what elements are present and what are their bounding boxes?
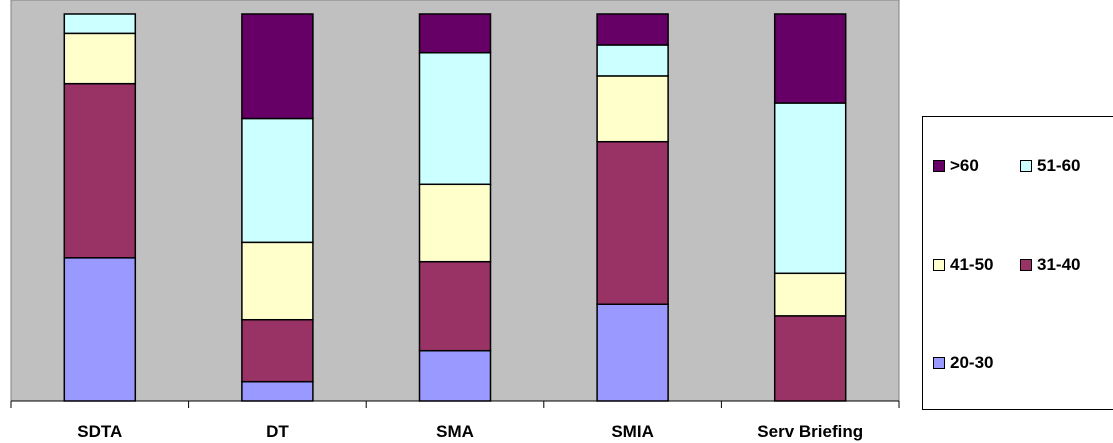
x-axis-tick-labels: SDTA DT SMA SMIA Serv Briefing	[77, 422, 863, 441]
x-axis-ticks	[10, 401, 900, 408]
legend-item-31-40: 31-40	[1020, 255, 1080, 275]
bar-segment-smia-gt60	[596, 13, 669, 46]
bar-segment-dt-gt60	[241, 13, 314, 120]
legend-label-51-60: 51-60	[1037, 156, 1081, 175]
legend-label-31-40: 31-40	[1037, 255, 1081, 274]
bar-segment-serv-briefing-31-40	[773, 315, 847, 402]
legend-label-20-30: 20-30	[950, 353, 994, 372]
bar-segment-smia-20-30	[596, 303, 669, 402]
legend-item-41-50: 41-50	[933, 255, 993, 275]
bar-segment-dt-51-60	[241, 117, 314, 244]
x-tick-label: SDTA	[77, 422, 122, 441]
legend-swatch-31-40	[1020, 259, 1032, 271]
bar-segment-serv-briefing-51-60	[773, 102, 847, 275]
bar-segment-sma-gt60	[418, 13, 492, 54]
bar-segment-dt-31-40	[241, 318, 314, 383]
legend-label-41-50: 41-50	[950, 255, 994, 274]
legend-label-gt60: >60	[950, 156, 979, 175]
legend-swatch-gt60	[933, 160, 945, 172]
legend-item-gt60: >60	[933, 156, 979, 176]
x-tick-label: SMIA	[611, 422, 654, 441]
legend-swatch-20-30	[933, 357, 945, 369]
bar-segment-sma-41-50	[418, 183, 492, 263]
legend-swatch-51-60	[1020, 160, 1032, 172]
legend-swatch-41-50	[933, 259, 945, 271]
bar-segment-sma-51-60	[418, 51, 492, 186]
bar-segment-sdta-20-30	[63, 257, 137, 402]
legend-item-20-30: 20-30	[933, 353, 993, 373]
bar-segment-sma-31-40	[418, 260, 492, 352]
bar-segment-smia-41-50	[596, 75, 669, 143]
bar-segment-sdta-41-50	[63, 32, 137, 85]
bar-segment-serv-briefing-gt60	[773, 13, 847, 104]
bar-segment-sma-20-30	[418, 349, 492, 402]
legend: >60 51-60 41-50 31-40 20-30	[922, 116, 1113, 410]
bar-segment-smia-31-40	[596, 140, 669, 305]
x-tick-label: DT	[266, 422, 289, 441]
bar-segment-sdta-51-60	[63, 13, 137, 35]
bars-group	[63, 13, 847, 402]
x-tick-label: Serv Briefing	[757, 422, 863, 441]
legend-item-51-60: 51-60	[1020, 156, 1080, 176]
bar-segment-serv-briefing-41-50	[773, 272, 847, 317]
bar-segment-dt-20-30	[241, 380, 314, 402]
bar-segment-dt-41-50	[241, 241, 314, 321]
bar-segment-sdta-31-40	[63, 82, 137, 259]
bar-segment-smia-51-60	[596, 44, 669, 77]
x-tick-label: SMA	[436, 422, 474, 441]
